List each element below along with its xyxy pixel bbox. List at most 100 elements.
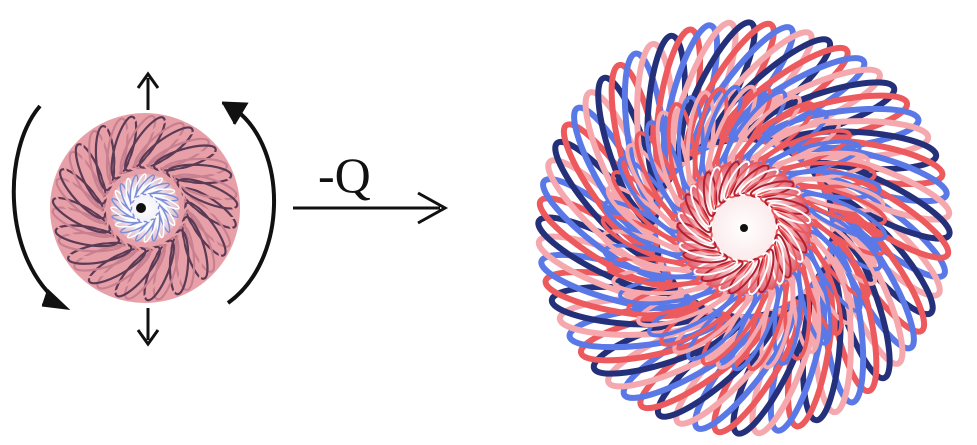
- small-hopfion-strand: [181, 215, 209, 280]
- large-hopfion-inner-strand: [723, 160, 750, 201]
- large-hopfion-inner-strand: [684, 193, 713, 234]
- small-hopfion-strand: [88, 130, 112, 196]
- small-hopfion-strand: [143, 131, 203, 169]
- large-hopfion-inner-strand: [733, 164, 770, 197]
- large-hopfion-inner-strand: [702, 171, 718, 218]
- small-hopfion-strand: [105, 117, 129, 184]
- small-hopfion-strand: [114, 245, 162, 298]
- large-hopfion-inner-strand: [676, 222, 717, 249]
- small-hopfion-inner-strand: [126, 220, 152, 239]
- small-hopfion-inner-strand: [111, 214, 141, 224]
- small-hopfion-strand: [184, 206, 222, 266]
- small-hopfion-strand: [61, 237, 129, 259]
- small-hopfion-inner-strand: [119, 183, 133, 211]
- small-hopfion-inner-strand: [149, 192, 179, 202]
- small-hopfion-strand: [54, 224, 121, 248]
- small-hopfion-strand: [55, 177, 108, 225]
- large-hopfion-inner-strand: [718, 259, 755, 292]
- small-hopfion-strand: [53, 187, 109, 229]
- small-hopfion-inner-strand: [110, 206, 138, 221]
- small-hopfion-inner-strand: [120, 220, 148, 234]
- small-hopfion-strand: [169, 168, 236, 192]
- small-hopfion-inner-strand: [114, 189, 133, 215]
- large-hopfion-inner-strand: [700, 259, 744, 283]
- rotate-left-arrow-icon: [11, 104, 71, 311]
- small-hopfion-inner-strand: [151, 212, 161, 242]
- small-hopfion-inner-strand: [134, 174, 156, 198]
- large-hopfion-inner-strand: [771, 207, 812, 234]
- large-hopfion-inner-strand: [747, 252, 770, 296]
- small-hopfion-strand: [96, 247, 152, 290]
- small-hopfion-strand: [119, 114, 157, 174]
- large-hopfion-inner-strand: [754, 186, 801, 202]
- small-hopfion-strand: [161, 232, 185, 299]
- small-hopfion-inner-strand: [134, 218, 156, 242]
- small-hopfion-strand: [80, 246, 142, 279]
- large-hopfion-inner-strand: [689, 184, 713, 228]
- small-hopfion-strand: [52, 215, 117, 243]
- small-hopfion-strand: [94, 124, 116, 192]
- small-hopfion-strand: [81, 136, 109, 201]
- small-hopfion-strand: [161, 157, 229, 179]
- small-hopfion-strand: [138, 126, 194, 169]
- small-hopfion-strand: [124, 116, 166, 172]
- small-hopfion-inner-strand: [143, 215, 158, 243]
- large-hopfion-inner-strand: [738, 168, 779, 197]
- large-hopfion-inner-strand: [773, 233, 792, 279]
- arrow-down-icon: [136, 308, 160, 347]
- small-hopfion-strand: [133, 242, 171, 302]
- large-hopfion-inner-strand: [775, 217, 808, 254]
- small-hopfion-strand: [110, 115, 138, 180]
- large-hopfion-strand: [809, 159, 953, 242]
- small-hopfion-strand: [168, 229, 190, 296]
- small-hopfion-inner-strand: [114, 219, 145, 228]
- large-hopfion-inner-strand: [682, 249, 729, 264]
- operator-label: -Q: [318, 147, 371, 203]
- small-hopfion-strand: [157, 151, 223, 175]
- small-hopfion-strand: [152, 236, 180, 301]
- small-hopfion-inner-strand: [125, 177, 134, 208]
- small-hopfion-inner-strand: [157, 205, 171, 233]
- large-hopfion-inner-strand: [693, 257, 739, 276]
- large-hopfion-inner-strand: [757, 248, 775, 294]
- small-hopfion: [50, 113, 240, 303]
- small-hopfion-strand: [67, 241, 133, 265]
- small-hopfion-strand: [128, 118, 176, 171]
- small-hopfion-inner-strand: [142, 182, 170, 196]
- large-hopfion-inner-strand: [770, 238, 786, 285]
- small-hopfion-center-dot: [136, 203, 146, 213]
- large-hopfion-inner-strand: [775, 222, 804, 263]
- small-hopfion-strand: [124, 244, 166, 300]
- small-hopfion-inner-strand: [152, 195, 180, 210]
- large-hopfion-center-dot: [740, 224, 748, 232]
- large-hopfion-inner-strand: [764, 197, 810, 215]
- small-hopfion-strand: [63, 159, 106, 215]
- large-hopfion-inner-strand: [680, 202, 713, 239]
- large-hopfion-inner-strand: [759, 192, 806, 207]
- small-hopfion-inner-strand: [145, 188, 176, 197]
- small-hopfion-strand: [74, 143, 107, 205]
- small-hopfion-strand: [148, 137, 210, 170]
- small-hopfion-inner-strand: [138, 177, 164, 196]
- small-hopfion-inner-strand: [132, 173, 147, 201]
- large-hopfion: [530, 14, 958, 442]
- small-hopfion-inner-strand: [111, 197, 135, 219]
- large-hopfion-inner-strand: [768, 202, 812, 225]
- small-hopfion-strand: [166, 163, 233, 185]
- small-hopfion-strand: [100, 120, 122, 187]
- small-hopfion-strand: [183, 211, 216, 273]
- large-hopfion-inner-strand: [677, 212, 715, 244]
- small-hopfion-strand: [178, 220, 202, 286]
- small-hopfion-strand: [105, 246, 157, 294]
- large-hopfion-inner-strand: [738, 255, 765, 296]
- small-hopfion-strand: [133, 122, 185, 170]
- large-hopfion-inner-strand: [678, 241, 724, 259]
- small-hopfion-strand: [68, 150, 106, 210]
- large-hopfion-inner-strand: [775, 228, 799, 272]
- small-hopfion-strand: [51, 196, 111, 234]
- right-arrow-icon: [293, 191, 449, 225]
- small-hopfion-strand: [59, 168, 107, 220]
- small-hopfion-inner-strands: [110, 173, 180, 243]
- small-hopfion-strand: [179, 182, 239, 220]
